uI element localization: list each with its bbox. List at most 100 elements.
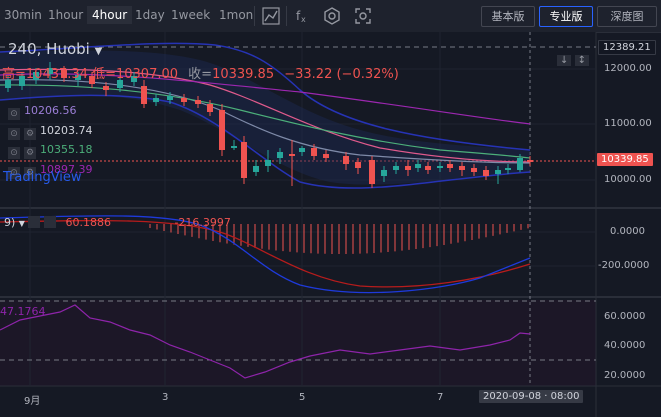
timeframe-1hour[interactable]: 1hour — [48, 8, 84, 22]
visibility-icon[interactable]: ⊙ — [8, 128, 20, 140]
candlestick-series — [5, 62, 533, 188]
candle-body — [181, 98, 187, 102]
crosshair-time-tag: 2020-09-08 · 08:00 — [479, 390, 584, 403]
price-chart-canvas[interactable] — [0, 32, 661, 417]
candle-body — [61, 70, 67, 78]
candle-body — [5, 80, 11, 88]
macd-value-2: -216.3997 — [174, 216, 231, 229]
scale-controls: ↓ ↕ — [557, 55, 589, 66]
candle-body — [505, 168, 511, 170]
current-price-tag: 10339.85 — [597, 153, 653, 166]
candle-body — [369, 160, 375, 184]
macd-params: 9) — [4, 216, 16, 229]
candle-body — [343, 156, 349, 164]
candle-body — [131, 76, 137, 82]
settings-icon[interactable]: ⚙ — [24, 147, 36, 159]
time-axis-label: 3 — [162, 392, 169, 403]
timeframe-1mon[interactable]: 1mon — [219, 8, 254, 22]
time-axis-label: 9月 — [24, 396, 41, 407]
timeframe-30min[interactable]: 30min — [4, 8, 42, 22]
candle-body — [75, 75, 81, 80]
visibility-icon[interactable]: ⊙ — [8, 167, 20, 179]
toolbar-divider — [254, 6, 255, 26]
ma-line-pink — [0, 68, 531, 163]
rsi-axis-label: 60.0000 — [604, 311, 646, 322]
candle-body — [355, 162, 361, 168]
visibility-icon[interactable]: ⊙ — [8, 147, 20, 159]
ma-line-purple — [0, 73, 531, 125]
screenshot-icon[interactable] — [353, 6, 373, 26]
candle-body — [415, 164, 421, 168]
auto-scale-button[interactable]: ↕ — [574, 55, 589, 66]
timeframe-1week[interactable]: 1week — [171, 8, 211, 22]
basic-version-button[interactable]: 基本版 — [481, 6, 535, 27]
candle-body — [253, 166, 259, 172]
ma-label-3[interactable]: ⊙ ⚙ 10355.18 — [8, 143, 93, 159]
change-value: −33.22 (−0.32%) — [284, 67, 399, 82]
price-axis-label: 11000.00 — [604, 118, 652, 129]
settings-icon[interactable] — [322, 6, 342, 26]
rsi-axis-label: 40.0000 — [604, 340, 646, 351]
depth-chart-button[interactable]: 深度图 — [597, 6, 657, 27]
candle-body — [117, 80, 123, 88]
candle-body — [459, 166, 465, 170]
candle-body — [323, 154, 329, 158]
time-axis-label: 5 — [299, 392, 306, 403]
visibility-icon[interactable]: ⊙ — [8, 108, 20, 120]
candle-body — [437, 166, 443, 168]
candle-body — [195, 100, 201, 104]
macd-line — [0, 215, 531, 294]
candle-body — [289, 154, 295, 156]
candle-body — [141, 86, 147, 104]
candle-body — [425, 166, 431, 170]
candle-body — [299, 148, 305, 152]
candle-style-icon[interactable] — [261, 6, 281, 26]
candle-body — [19, 76, 25, 86]
candle-body — [495, 170, 501, 174]
candle-body — [527, 160, 533, 162]
ma-label-1[interactable]: ⊙ 10206.56 — [8, 104, 77, 120]
price-axis-label: 10000.00 — [604, 174, 652, 185]
indicator-icon[interactable]: f x — [292, 6, 312, 26]
candle-body — [103, 86, 109, 90]
macd-value-1: 60.1886 — [65, 216, 111, 229]
timeframe-4hour[interactable]: 4hour — [87, 6, 133, 24]
candle-body — [393, 166, 399, 170]
macd-histogram — [149, 224, 529, 254]
bollinger-lower — [0, 94, 531, 189]
candle-body — [231, 146, 237, 148]
pro-version-button[interactable]: 专业版 — [539, 6, 593, 27]
rsi-axis-label: 20.0000 — [604, 370, 646, 381]
candle-body — [381, 170, 387, 176]
ma-label-2[interactable]: ⊙ ⚙ 10203.74 — [8, 124, 93, 140]
candle-body — [447, 164, 453, 168]
candle-body — [311, 148, 317, 156]
close-label: 收= — [188, 67, 213, 82]
timeframe-1day[interactable]: 1day — [135, 8, 165, 22]
candle-body — [483, 170, 489, 176]
bollinger-upper — [0, 42, 531, 151]
candle-body — [89, 76, 95, 84]
candle-body — [219, 110, 225, 150]
candle-body — [47, 68, 53, 74]
macd-legend: 9) ▼ 60.1886 -216.3997 — [4, 216, 231, 229]
candle-body — [153, 98, 159, 102]
candle-body — [405, 166, 411, 170]
candle-body — [241, 142, 247, 178]
svg-text:f: f — [296, 9, 301, 23]
toolbar-divider — [286, 6, 287, 26]
visibility-icon[interactable] — [28, 216, 41, 228]
rsi-line — [0, 304, 531, 379]
settings-icon[interactable]: ⚙ — [24, 167, 36, 179]
high-price-tag: 12389.21 — [598, 40, 656, 55]
ohlc-values: 高=10437.34 低=10307.00 收=10339.85 −33.22 … — [2, 63, 399, 82]
ma-line-green — [0, 84, 531, 159]
settings-icon[interactable]: ⚙ — [24, 128, 36, 140]
scale-down-button[interactable]: ↓ — [557, 55, 572, 66]
candle-body — [517, 158, 523, 170]
candle-body — [207, 104, 213, 112]
rsi-value: 47.1764 — [0, 305, 46, 318]
settings-icon[interactable] — [43, 216, 56, 228]
symbol-title[interactable]: 240, Huobi ▼ — [8, 40, 103, 58]
ma-label-4[interactable]: ⊙ ⚙ 10897.39 — [8, 163, 93, 179]
